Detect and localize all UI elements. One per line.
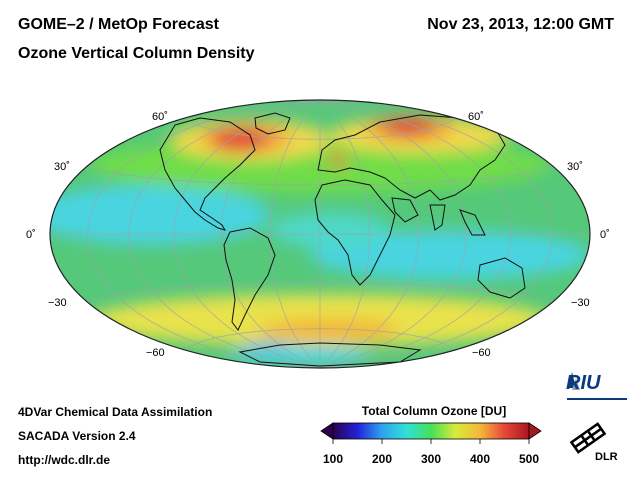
colorbar-tick-label: 100 <box>322 452 344 466</box>
graticule-meridian <box>319 100 371 368</box>
footer-method: 4DVar Chemical Data Assimilation <box>18 405 213 419</box>
colorbar-tick-label: 400 <box>469 452 491 466</box>
lat-label-left: 0˚ <box>26 229 36 241</box>
chart-subtitle: Ozone Vertical Column Density <box>18 45 255 62</box>
colorbar-gradient <box>332 422 530 440</box>
riu-logo-text: RIU <box>566 372 601 394</box>
lat-label-left: 30˚ <box>54 161 70 173</box>
lat-label-right: 60˚ <box>468 111 484 123</box>
map-outline <box>49 99 591 369</box>
footer-version: SACADA Version 2.4 <box>18 429 136 443</box>
lat-label-left: −30 <box>48 297 67 309</box>
colorbar-tick-label: 200 <box>371 452 393 466</box>
graticule-meridian <box>220 100 321 368</box>
graticule-meridian <box>173 100 321 368</box>
riu-logo-mark <box>567 372 627 400</box>
graticule-meridian <box>319 100 467 368</box>
graticule-meridian <box>87 100 321 368</box>
chart-title: GOME–2 / MetOp Forecast <box>18 16 219 33</box>
colorbar-max-arrow <box>528 422 542 440</box>
lat-label-right: 0˚ <box>600 229 610 241</box>
lat-label-right: −30 <box>571 297 590 309</box>
lat-label-right: −60 <box>472 347 491 359</box>
colorbar-tick-label: 300 <box>420 452 442 466</box>
lat-label-left: 60˚ <box>152 111 168 123</box>
colorbar-title: Total Column Ozone [DU] <box>361 404 507 418</box>
colorbar-tick-label: 500 <box>518 452 540 466</box>
graticule-meridian <box>128 100 321 368</box>
graticule-meridian <box>319 100 512 368</box>
graticule-meridian <box>319 100 553 368</box>
graticule-meridian <box>269 100 321 368</box>
graticule-meridian <box>319 100 420 368</box>
colorbar-min-arrow <box>320 422 334 440</box>
dlr-logo-mark <box>569 422 607 454</box>
lat-label-right: 30˚ <box>567 161 583 173</box>
forecast-date: Nov 23, 2013, 12:00 GMT <box>427 16 614 33</box>
footer-url[interactable]: http://wdc.dlr.de <box>18 453 110 467</box>
lat-label-left: −60 <box>146 347 165 359</box>
dlr-logo-text: DLR <box>595 451 618 463</box>
ozone-field <box>50 100 590 368</box>
colorbar <box>320 422 542 444</box>
